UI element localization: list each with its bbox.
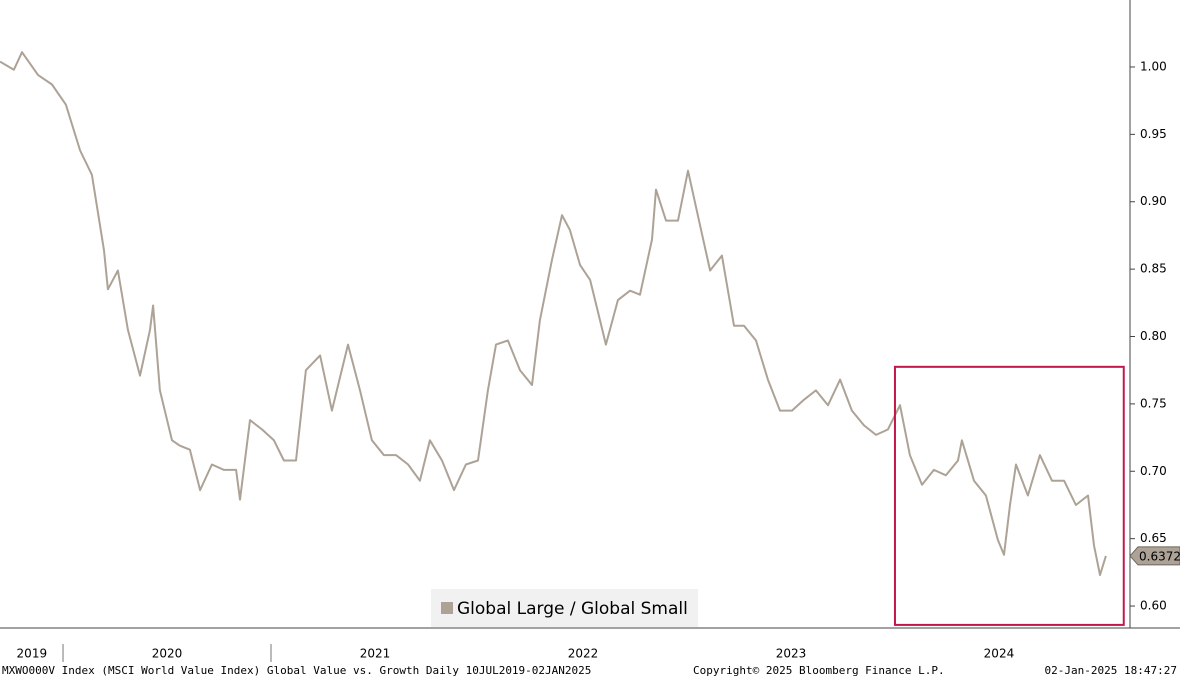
y-tick-label: 1.00 [1140,59,1167,73]
y-tick-label: 0.80 [1140,329,1167,343]
y-tick-label: 0.70 [1140,464,1167,478]
x-tick-label: 2024 [984,647,1015,661]
x-tick-label: 2021 [360,647,391,661]
y-tick-label: 0.60 [1140,599,1167,613]
footer-timestamp: 02-Jan-2025 18:47:27 [1045,664,1177,677]
y-tick-label: 0.65 [1140,531,1167,545]
x-tick-label: 2022 [568,647,599,661]
x-tick-label: 2023 [776,647,807,661]
series-line [0,51,1107,576]
footer-source: MXWO000V Index (MSCI World Value Index) … [2,664,591,677]
last-value-label: 0.6372 [1139,549,1180,563]
footer-copyright: Copyright© 2025 Bloomberg Finance L.P. [693,664,945,677]
y-tick-label: 0.90 [1140,194,1167,208]
legend-swatch [441,602,453,614]
y-tick-label: 0.75 [1140,396,1167,410]
y-tick-label: 0.85 [1140,262,1167,276]
y-tick-label: 0.95 [1140,127,1167,141]
legend-label: Global Large / Global Small [457,599,688,619]
highlight-box [893,365,1125,626]
x-tick-label: 2020 [152,647,183,661]
last-value-callout [1129,546,1180,566]
x-tick-label: 2019 [17,647,48,661]
legend-box [431,589,698,627]
